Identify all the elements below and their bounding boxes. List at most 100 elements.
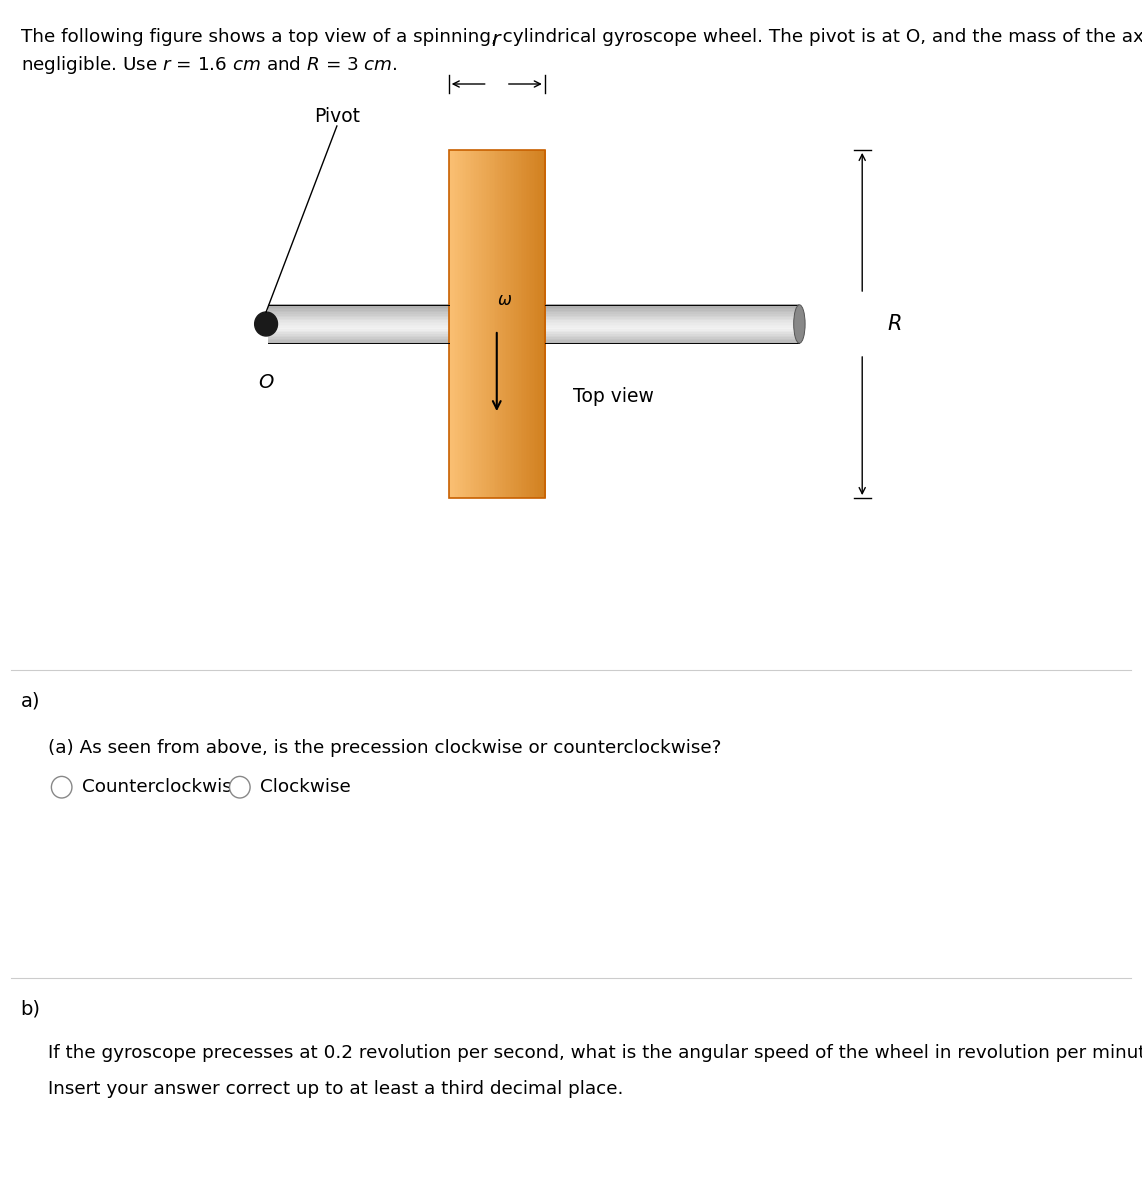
Bar [513, 150, 515, 498]
Bar [482, 150, 485, 498]
Bar [545, 318, 799, 320]
Text: negligible. Use $r$ = 1.6 $cm$ and $R$ = 3 $cm$.: negligible. Use $r$ = 1.6 $cm$ and $R$ =… [21, 54, 397, 76]
Bar [545, 326, 799, 329]
Bar [268, 338, 449, 342]
Bar [488, 150, 490, 498]
Bar [536, 150, 538, 498]
Bar [545, 331, 799, 334]
Text: Clockwise: Clockwise [260, 779, 351, 797]
Bar [449, 150, 451, 498]
Bar [268, 325, 449, 328]
Bar [268, 330, 449, 332]
Bar [545, 319, 799, 322]
Bar [509, 150, 513, 498]
Bar [268, 320, 449, 323]
Bar [545, 332, 799, 336]
Bar [268, 319, 449, 322]
Bar [490, 150, 493, 498]
Bar [457, 150, 459, 498]
Bar [521, 150, 523, 498]
Bar [460, 150, 463, 498]
Bar [480, 150, 482, 498]
Bar [533, 150, 537, 498]
Bar [496, 150, 498, 498]
Bar [485, 150, 489, 498]
Bar [544, 150, 546, 498]
Bar [500, 150, 502, 498]
Bar [481, 150, 483, 498]
Bar [545, 335, 799, 337]
Text: Counterclockwise: Counterclockwise [82, 779, 243, 797]
Bar [545, 338, 799, 342]
Bar [476, 150, 478, 498]
Bar [268, 311, 449, 314]
Bar [450, 150, 453, 498]
Bar [268, 324, 449, 326]
Text: b): b) [21, 1000, 41, 1019]
Bar [268, 313, 449, 316]
Bar [522, 150, 525, 498]
Circle shape [51, 776, 72, 798]
Bar [493, 150, 497, 498]
Bar [545, 330, 799, 332]
Ellipse shape [794, 305, 805, 343]
Bar [545, 320, 799, 323]
Bar [545, 304, 799, 306]
Bar [472, 150, 474, 498]
Bar [268, 308, 449, 311]
Bar [464, 150, 466, 498]
Bar [540, 150, 542, 498]
Bar [498, 150, 501, 498]
Bar [545, 325, 799, 328]
Bar [545, 322, 799, 325]
Bar [452, 150, 455, 498]
Bar [530, 150, 533, 498]
Bar [268, 332, 449, 336]
Text: The following figure shows a top view of a spinning, cylindrical gyroscope wheel: The following figure shows a top view of… [21, 28, 1142, 46]
Bar [545, 324, 799, 326]
Bar [501, 150, 505, 498]
Bar [268, 322, 449, 325]
Bar [545, 337, 799, 340]
Bar [268, 335, 449, 337]
Bar [268, 307, 449, 310]
Bar [268, 318, 449, 320]
Bar [268, 314, 449, 317]
Bar [545, 328, 799, 331]
Bar [545, 307, 799, 310]
Bar [268, 304, 449, 306]
Bar [453, 150, 457, 498]
Bar [492, 150, 494, 498]
Bar [545, 336, 799, 338]
Bar [469, 150, 473, 498]
Bar [512, 150, 514, 498]
Bar [537, 150, 539, 498]
Bar [545, 305, 799, 308]
Bar [516, 150, 518, 498]
Bar [528, 150, 530, 498]
Bar [268, 341, 449, 343]
Bar [268, 337, 449, 340]
Bar [473, 150, 475, 498]
Bar [545, 314, 799, 317]
Bar [449, 150, 545, 498]
Bar [466, 150, 469, 498]
Bar [532, 150, 534, 498]
Bar [268, 336, 449, 338]
Bar [545, 316, 799, 319]
Circle shape [230, 776, 250, 798]
Bar [545, 310, 799, 312]
Bar [524, 150, 526, 498]
Bar [268, 326, 449, 329]
Bar [268, 331, 449, 334]
Bar [461, 150, 465, 498]
Bar [268, 328, 449, 331]
Text: Top view: Top view [573, 386, 654, 406]
Bar [497, 150, 499, 498]
Text: If the gyroscope precesses at 0.2 revolution per second, what is the angular spe: If the gyroscope precesses at 0.2 revolu… [48, 1044, 1142, 1062]
Text: (a) As seen from above, is the precession clockwise or counterclockwise?: (a) As seen from above, is the precessio… [48, 739, 722, 757]
Bar [465, 150, 467, 498]
Bar [517, 150, 521, 498]
Text: $\omega$: $\omega$ [497, 290, 513, 308]
Bar [520, 150, 522, 498]
